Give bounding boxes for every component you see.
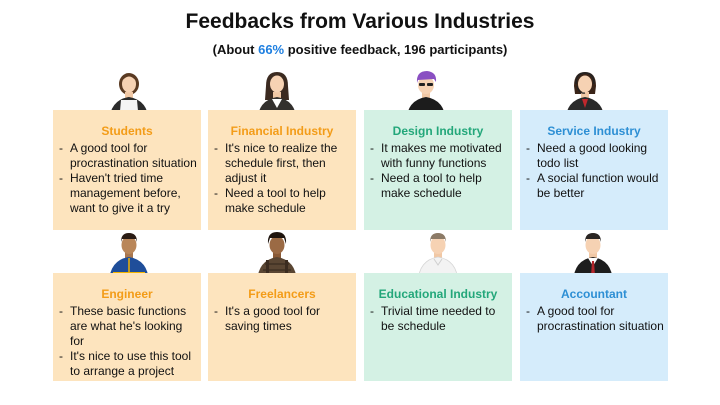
- feedback-item: Need a good looking todo list: [526, 141, 664, 171]
- page-subtitle: (About 66% positive feedback, 196 partic…: [0, 42, 720, 57]
- subtitle-prefix: (About: [212, 42, 259, 57]
- card-accountant: Accountant A good tool for procrastinati…: [520, 273, 668, 381]
- feedback-item: Trivial time needed to be schedule: [370, 304, 508, 334]
- card-engineer: Engineer These basic functions are what …: [53, 273, 201, 381]
- card-title: Accountant: [561, 287, 627, 301]
- card-design-industry: Design Industry It makes me motivated wi…: [364, 110, 512, 230]
- card-title: Financial Industry: [230, 124, 334, 138]
- feedback-item: It makes me motivated with funny functio…: [370, 141, 508, 171]
- feedback-item: A social function would be better: [526, 171, 664, 201]
- feedback-list: A good tool for procrastination situatio…: [520, 304, 668, 334]
- card-students: Students A good tool for procrastination…: [53, 110, 201, 230]
- feedback-list: Trivial time needed to be schedule: [364, 304, 512, 334]
- feedback-item: Haven't tried time management before, wa…: [59, 171, 197, 216]
- feedback-item: These basic functions are what he's look…: [59, 304, 197, 349]
- feedback-item: It's nice to realize the schedule first,…: [214, 141, 352, 186]
- feedback-list: These basic functions are what he's look…: [53, 304, 201, 379]
- card-financial-industry: Financial Industry It's nice to realize …: [208, 110, 356, 230]
- card-service-industry: Service Industry Need a good looking tod…: [520, 110, 668, 230]
- feedback-list: Need a good looking todo list A social f…: [520, 141, 668, 201]
- card-title: Students: [101, 124, 153, 138]
- subtitle-suffix: positive feedback, 196 participants): [284, 42, 508, 57]
- card-educational-industry: Educational Industry Trivial time needed…: [364, 273, 512, 381]
- card-title: Educational Industry: [378, 287, 498, 301]
- feedback-item: A good tool for procrastination situatio…: [526, 304, 664, 334]
- feedback-item: It's a good tool for saving times: [214, 304, 352, 334]
- page-title: Feedbacks from Various Industries: [185, 10, 535, 33]
- card-title: Design Industry: [392, 124, 484, 138]
- feedback-item: Need a tool to help make schedule: [214, 186, 352, 216]
- card-title: Freelancers: [248, 287, 316, 301]
- card-title: Service Industry: [547, 124, 641, 138]
- positive-percent: 66%: [258, 42, 285, 57]
- feedback-item: Need a tool to help make schedule: [370, 171, 508, 201]
- feedback-list: It's a good tool for saving times: [208, 304, 356, 334]
- card-freelancers: Freelancers It's a good tool for saving …: [208, 273, 356, 381]
- feedback-list: A good tool for procrastination situatio…: [53, 141, 201, 216]
- feedback-list: It's nice to realize the schedule first,…: [208, 141, 356, 216]
- card-title: Engineer: [101, 287, 153, 301]
- feedback-item: A good tool for procrastination situatio…: [59, 141, 197, 171]
- feedback-item: It's nice to use this tool to arrange a …: [59, 349, 197, 379]
- feedback-list: It makes me motivated with funny functio…: [364, 141, 512, 201]
